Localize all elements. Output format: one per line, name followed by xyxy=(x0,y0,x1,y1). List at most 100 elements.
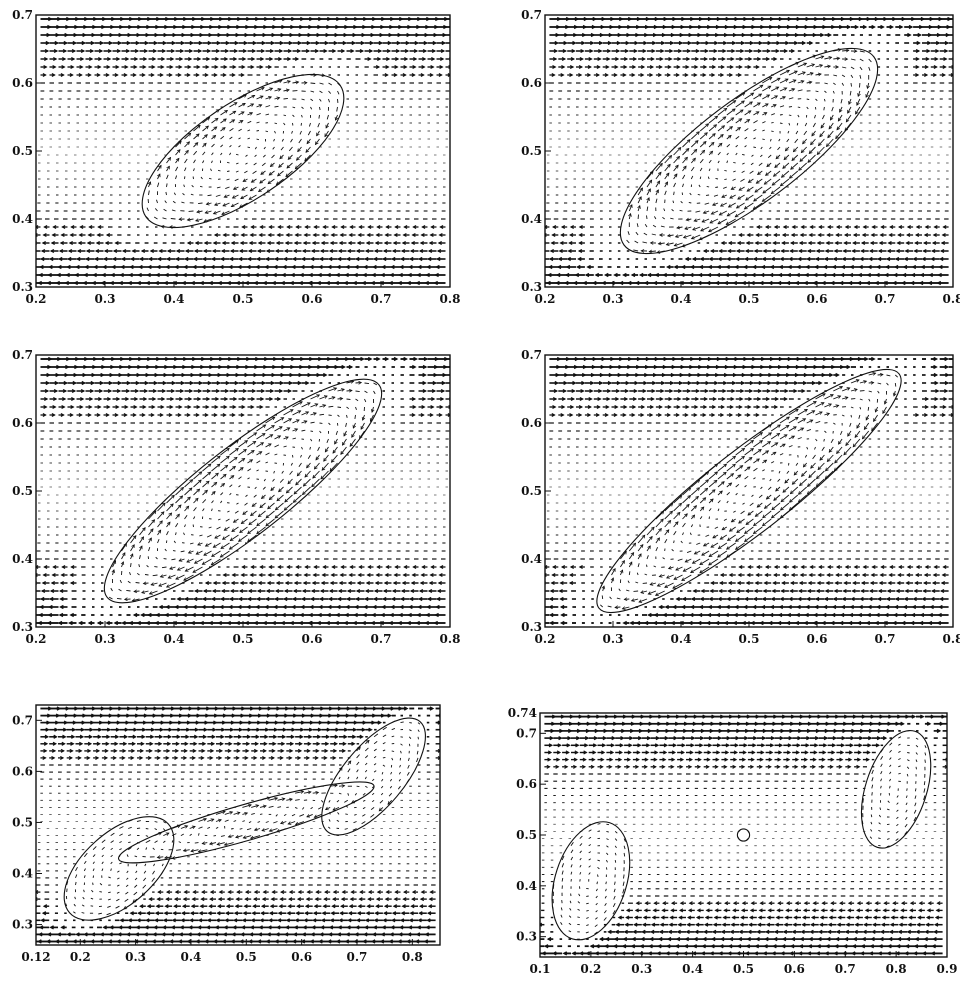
velocity-arrow xyxy=(735,127,741,132)
velocity-arrow-head xyxy=(562,48,567,54)
velocity-arrow-head xyxy=(910,272,916,278)
velocity-arrow xyxy=(744,202,754,210)
velocity-arrow-head xyxy=(761,256,767,262)
velocity-arrow-head xyxy=(843,240,848,246)
velocity-arrow xyxy=(154,208,158,212)
velocity-arrow xyxy=(735,109,744,116)
velocity-arrow-head xyxy=(54,380,60,386)
velocity-arrow-head xyxy=(294,56,300,62)
velocity-arrow-head xyxy=(553,48,559,54)
velocity-arrow-head xyxy=(818,142,822,147)
velocity-arrow xyxy=(688,201,692,204)
velocity-arrow-head xyxy=(268,225,273,229)
velocity-arrow xyxy=(256,104,262,108)
x-tick-label: 0.7 xyxy=(371,292,392,306)
velocity-arrow-head xyxy=(224,48,230,54)
velocity-arrow-head xyxy=(293,240,298,246)
velocity-arrow-head xyxy=(430,65,435,69)
velocity-arrow-head xyxy=(713,48,718,54)
velocity-arrow-head xyxy=(657,241,662,246)
velocity-arrow-head xyxy=(214,117,219,122)
velocity-arrow-head xyxy=(826,233,831,237)
velocity-arrow xyxy=(866,82,870,89)
velocity-arrow xyxy=(646,188,651,196)
velocity-arrow-head xyxy=(659,56,664,62)
velocity-arrow xyxy=(726,126,733,132)
velocity-arrow-head xyxy=(729,126,733,130)
velocity-arrow-head xyxy=(351,40,357,46)
velocity-arrow-head xyxy=(194,240,199,246)
velocity-arrow-head xyxy=(921,256,926,262)
velocity-arrow-head xyxy=(798,240,804,246)
velocity-arrow xyxy=(812,122,816,128)
velocity-arrow-head xyxy=(714,115,719,120)
velocity-arrow xyxy=(637,205,641,212)
velocity-arrow xyxy=(717,107,727,116)
velocity-arrow-head xyxy=(109,372,114,378)
velocity-arrow-head xyxy=(299,272,304,278)
velocity-arrow xyxy=(836,122,843,131)
velocity-arrow-head xyxy=(325,280,331,286)
velocity-arrow-head xyxy=(68,240,73,246)
velocity-arrow-head xyxy=(955,34,958,37)
velocity-arrow xyxy=(751,154,754,157)
velocity-arrow-head xyxy=(222,203,227,207)
velocity-arrow-head xyxy=(355,248,361,254)
velocity-arrow xyxy=(824,82,828,85)
velocity-arrow xyxy=(287,154,293,160)
velocity-arrow-head xyxy=(665,242,670,246)
velocity-arrow-head xyxy=(580,48,585,54)
velocity-arrow-head xyxy=(884,264,890,270)
velocity-arrow xyxy=(187,218,194,221)
velocity-arrow-head xyxy=(577,248,583,254)
velocity-arrow-head xyxy=(277,225,282,229)
velocity-arrow xyxy=(206,202,212,205)
velocity-arrow-head xyxy=(257,240,262,246)
velocity-arrow-head xyxy=(144,40,150,46)
velocity-arrow-head xyxy=(66,264,71,270)
velocity-arrow xyxy=(745,194,754,201)
velocity-arrow-head xyxy=(387,40,393,46)
velocity-arrow xyxy=(157,165,162,172)
velocity-arrow-head xyxy=(757,48,763,54)
velocity-arrow-head xyxy=(397,280,403,286)
velocity-arrow-head xyxy=(286,164,291,169)
velocity-arrow xyxy=(815,64,823,68)
velocity-arrow-head xyxy=(244,280,250,286)
velocity-arrow xyxy=(855,106,861,115)
velocity-arrow xyxy=(292,81,299,84)
velocity-arrow-head xyxy=(666,264,671,270)
velocity-arrow-head xyxy=(384,233,389,237)
velocity-arrow-head xyxy=(887,240,892,246)
velocity-arrow-head xyxy=(190,32,195,38)
velocity-arrow xyxy=(753,84,764,92)
velocity-arrow-head xyxy=(647,188,651,193)
velocity-arrow-head xyxy=(183,264,188,270)
velocity-arrow-head xyxy=(721,125,726,129)
velocity-arrow-head xyxy=(857,93,861,98)
velocity-arrow xyxy=(865,90,870,98)
velocity-arrow-head xyxy=(221,211,226,216)
velocity-arrow xyxy=(815,55,824,60)
velocity-arrow-head xyxy=(657,171,662,176)
velocity-arrow-head xyxy=(246,256,252,262)
velocity-arrow xyxy=(214,202,221,206)
velocity-arrow xyxy=(283,122,286,126)
velocity-arrow xyxy=(655,171,662,180)
velocity-arrow-head xyxy=(816,151,821,156)
velocity-arrow-head xyxy=(325,124,329,129)
velocity-arrow-head xyxy=(399,256,405,262)
velocity-arrow-head xyxy=(682,235,687,239)
velocity-arrow xyxy=(265,130,269,133)
velocity-arrow-head xyxy=(251,48,257,54)
velocity-arrow-head xyxy=(587,65,592,69)
velocity-arrow-head xyxy=(885,256,891,262)
velocity-arrow-head xyxy=(181,280,187,286)
velocity-arrow-head xyxy=(691,256,697,262)
velocity-arrow xyxy=(267,178,275,185)
velocity-arrow-head xyxy=(120,256,126,262)
velocity-arrow xyxy=(244,170,248,174)
velocity-arrow-head xyxy=(396,40,402,46)
velocity-arrow xyxy=(770,95,778,100)
velocity-arrow-head xyxy=(348,364,354,370)
